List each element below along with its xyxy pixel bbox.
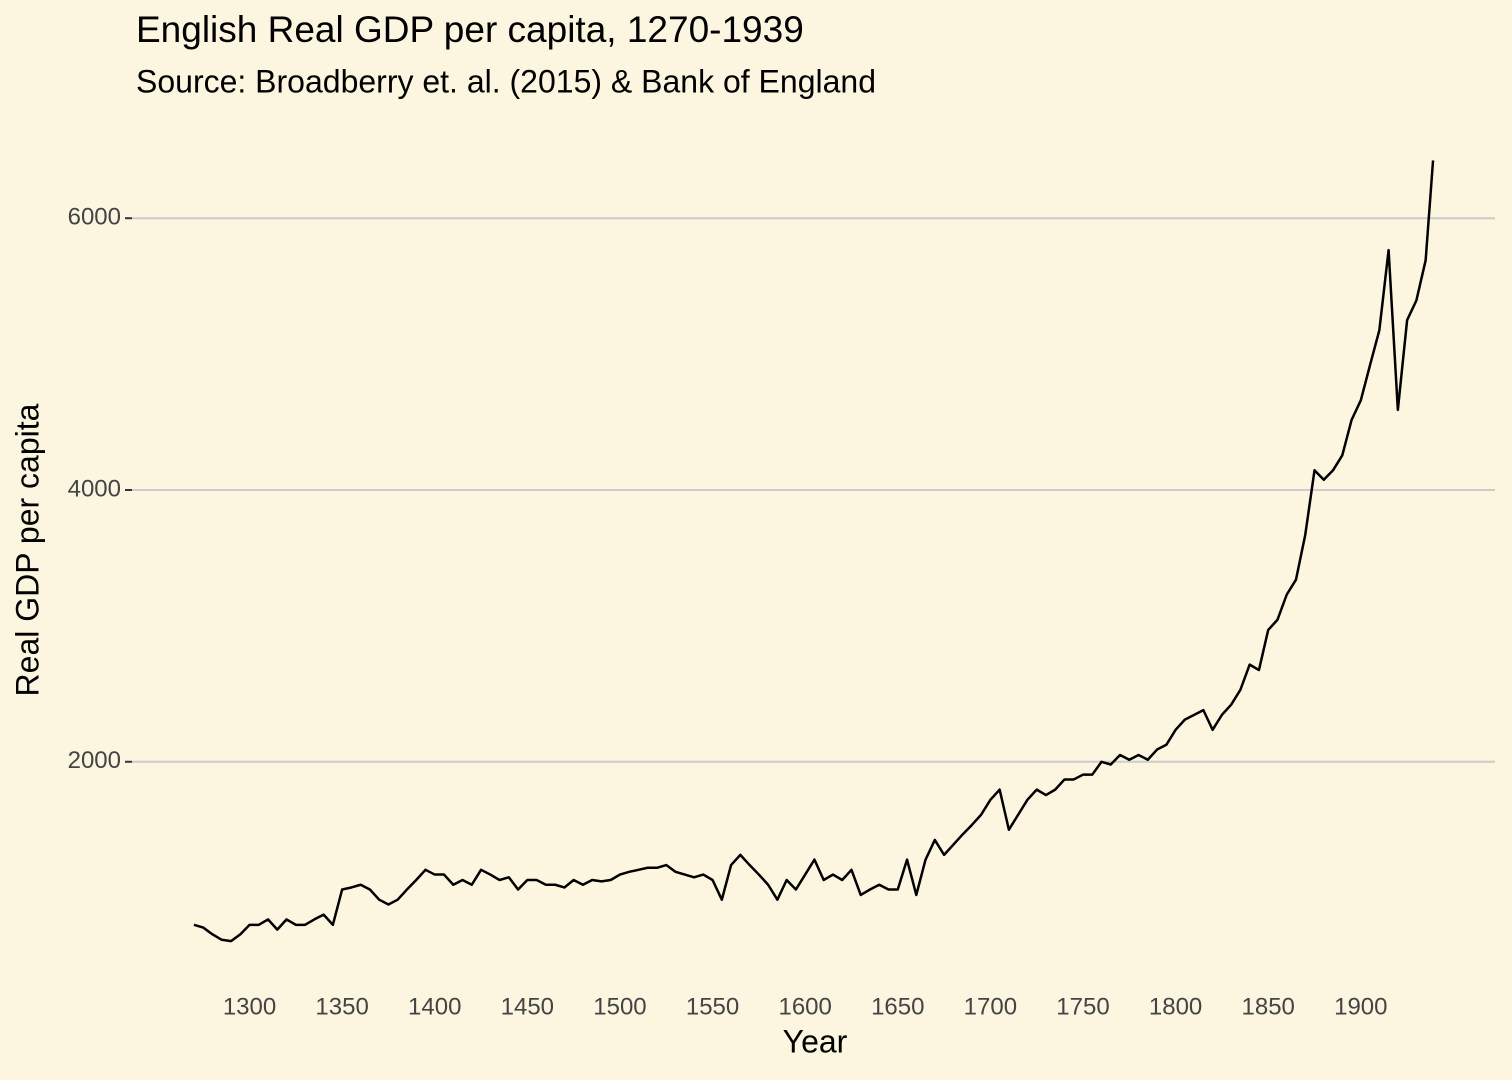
chart-title: English Real GDP per capita, 1270-1939: [136, 9, 804, 50]
y-tick-label: 2000: [68, 747, 121, 774]
x-tick-label: 1650: [871, 993, 924, 1020]
data-line: [193, 160, 1435, 943]
x-axis-title: Year: [783, 1023, 848, 1059]
x-tick-label: 1850: [1242, 993, 1295, 1020]
x-tick-label: 1600: [778, 993, 831, 1020]
x-tick-label: 1800: [1149, 993, 1202, 1020]
y-tick-label: 4000: [68, 475, 121, 502]
x-tick-label: 1750: [1056, 993, 1109, 1020]
x-tick-label: 1900: [1334, 993, 1387, 1020]
x-tick-label: 1500: [593, 993, 646, 1020]
y-axis-title: Real GDP per capita: [9, 403, 45, 696]
chart-subtitle: Source: Broadberry et. al. (2015) & Bank…: [136, 63, 876, 99]
x-tick-label: 1400: [408, 993, 461, 1020]
x-tick-label: 1550: [686, 993, 739, 1020]
y-tick-label: 6000: [68, 204, 121, 231]
x-tick-label: 1700: [964, 993, 1017, 1020]
x-tick-label: 1300: [223, 993, 276, 1020]
x-tick-label: 1450: [501, 993, 554, 1020]
x-tick-label: 1350: [315, 993, 368, 1020]
